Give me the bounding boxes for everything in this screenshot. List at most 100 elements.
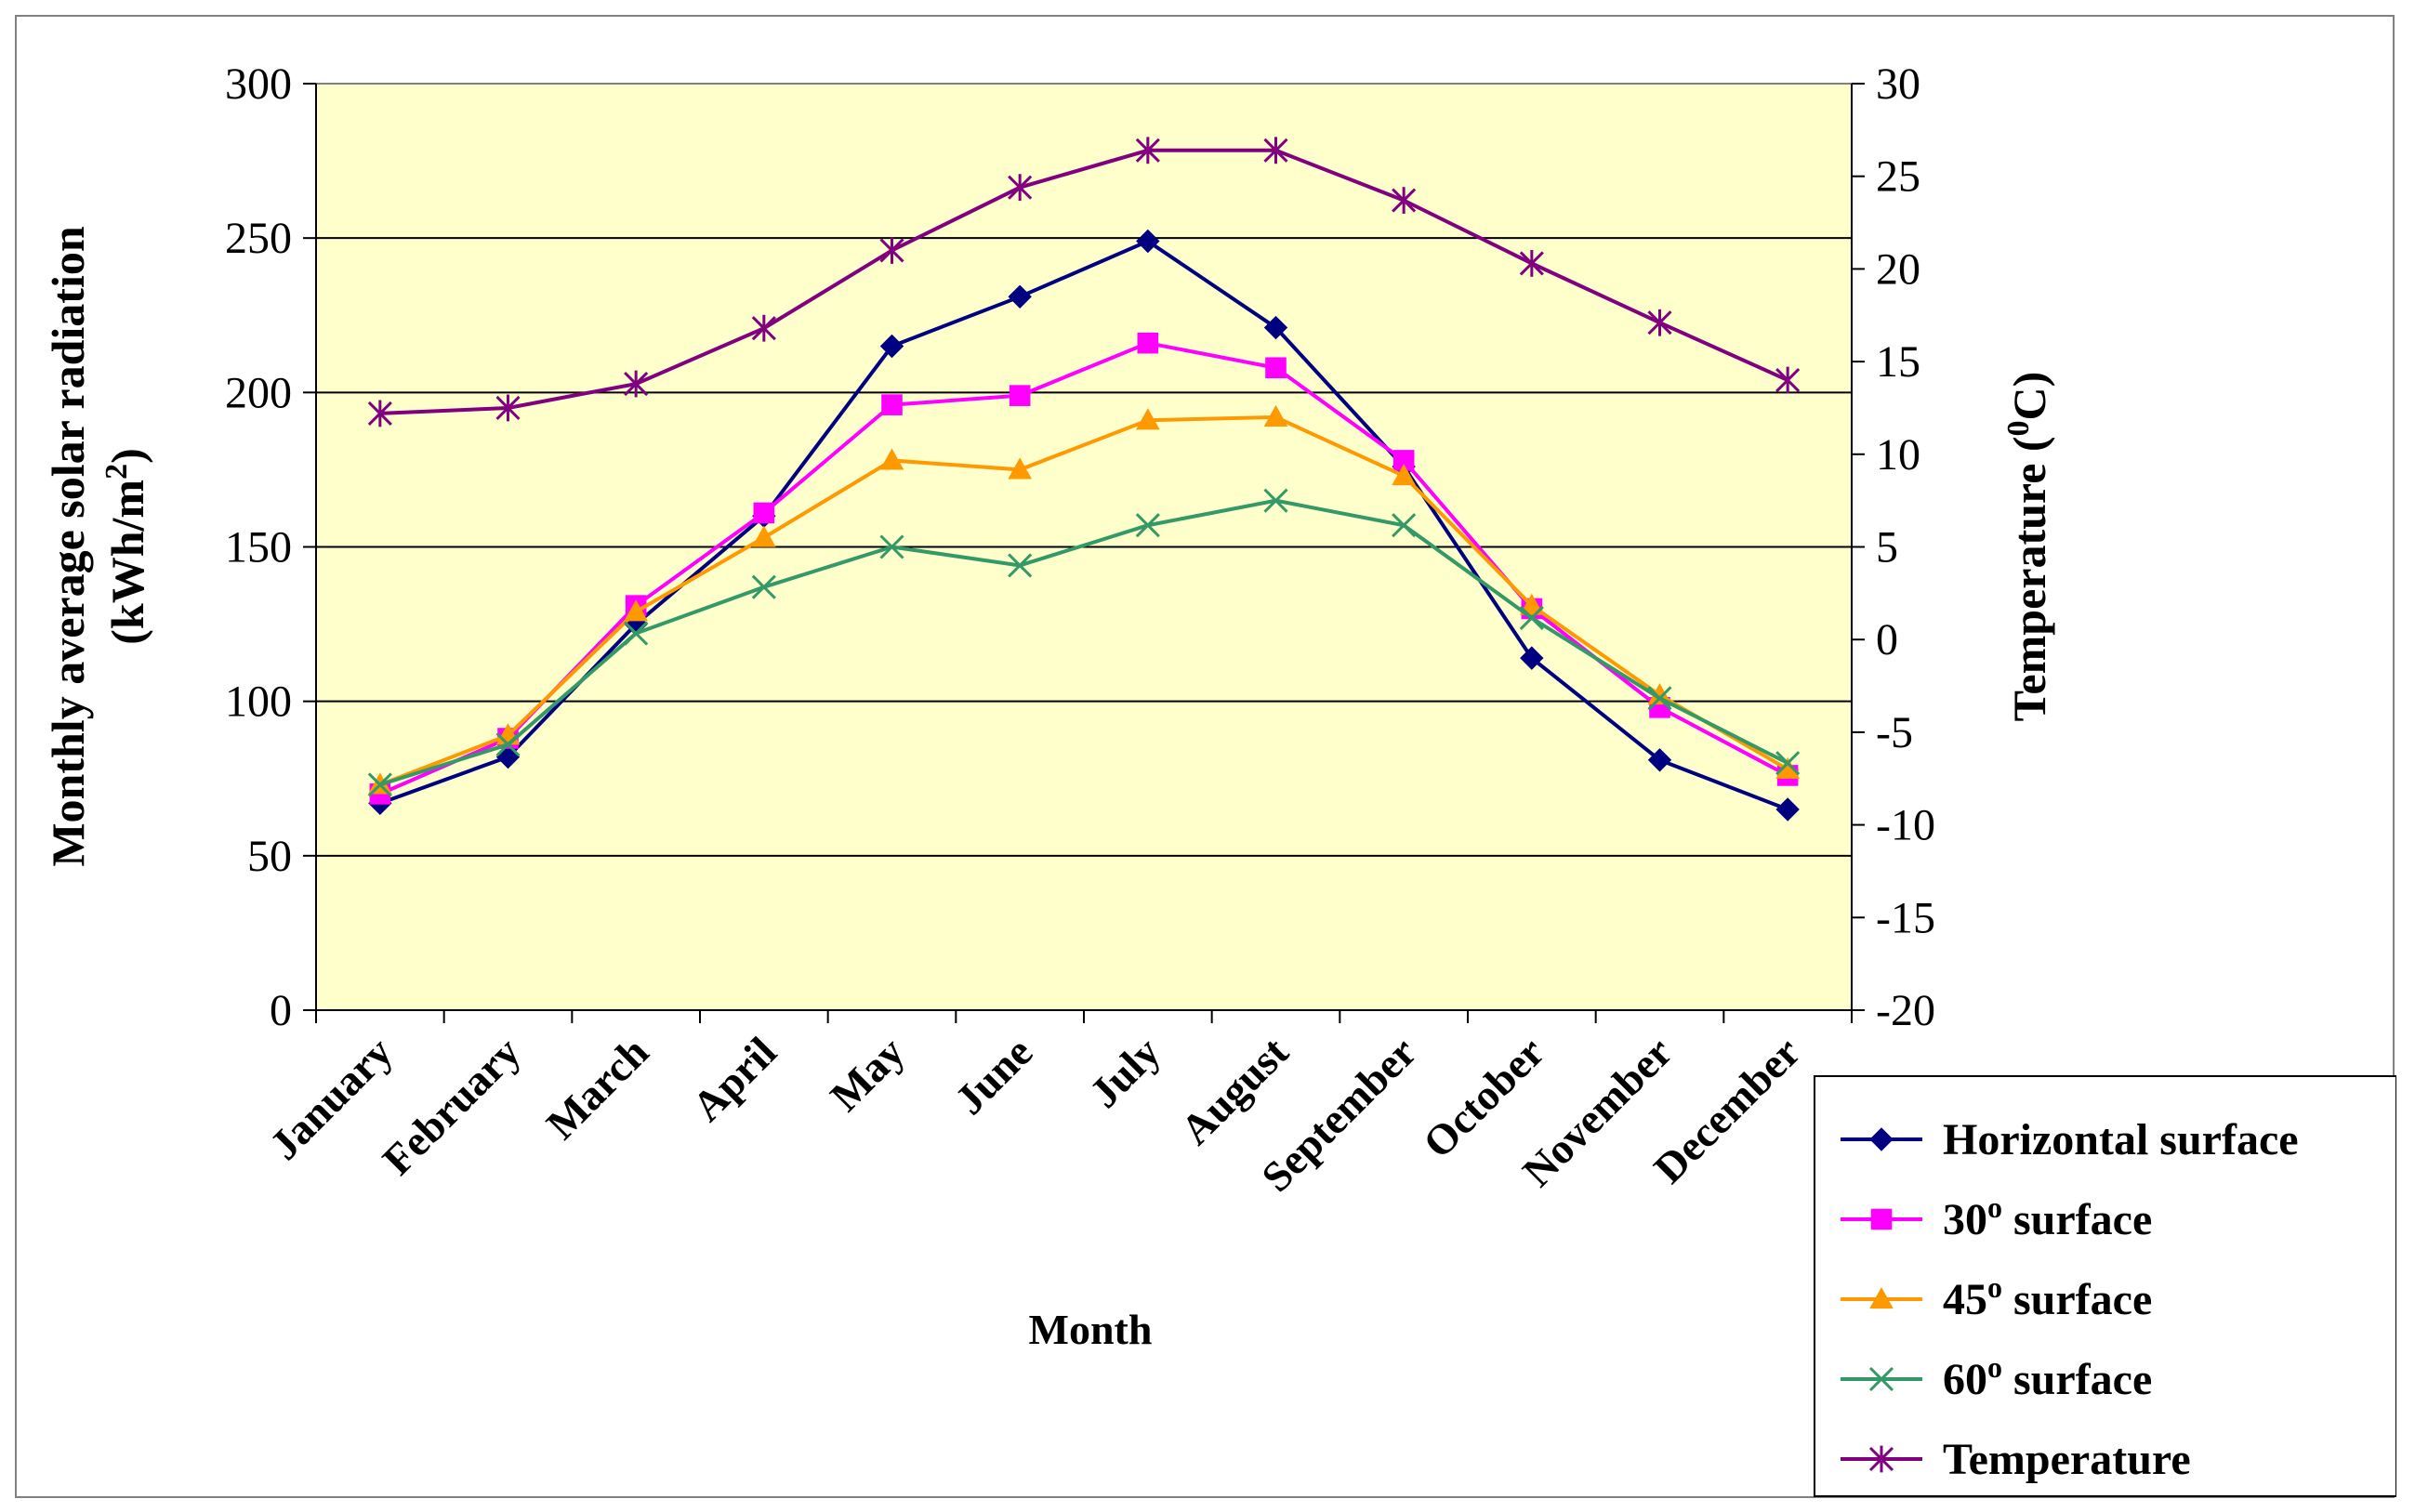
chart-frame: 0 50 100 150 200 250 300 -20 -15 -10 -5 0 5 10 15 20 25…: [15, 15, 2396, 1498]
left-axis-ticks: 0 50 100 150 200 250 300: [225, 59, 316, 1035]
series-line: [379, 148, 1788, 415]
data-point: [1009, 385, 1031, 406]
data-point: [1008, 457, 1033, 480]
x-tick-label: May: [821, 1028, 913, 1120]
data-point-stroke: [1647, 686, 1672, 711]
legend-entry: Temperature: [1841, 1435, 2191, 1484]
data-point: [624, 621, 649, 646]
y-tick-label: 50: [247, 832, 292, 881]
data-point: [1870, 1208, 1893, 1230]
data-point: [367, 400, 392, 427]
gridlines: [316, 237, 1852, 857]
y2-tick-label: 15: [1876, 337, 1920, 387]
data-point: [495, 732, 521, 757]
data-point-stroke: [367, 772, 392, 797]
data-point-stroke: [1263, 488, 1288, 513]
data-point: [1392, 513, 1417, 538]
data-point: [1008, 174, 1033, 202]
legend-entry: 60o surface: [1841, 1350, 2152, 1404]
data-point-stroke: [1775, 751, 1801, 776]
y2-tick-label: 0: [1876, 615, 1898, 664]
data-point: [1137, 332, 1159, 354]
data-point: [1647, 748, 1672, 772]
data-point: [1263, 137, 1288, 164]
y-tick-label: 150: [225, 523, 292, 572]
legend-entry: 30o surface: [1841, 1190, 2152, 1244]
legend-label: Horizontal surface: [1943, 1115, 2299, 1164]
y2-tick-label: -20: [1876, 986, 1935, 1035]
data-point: [1263, 488, 1288, 513]
data-point: [1008, 553, 1033, 578]
series-line: [379, 498, 1789, 787]
data-point: [624, 370, 649, 398]
data-point: [751, 314, 776, 342]
y2-tick-label: 10: [1876, 430, 1920, 480]
data-point: [753, 502, 775, 524]
legend-label: 30o surface: [1943, 1190, 2152, 1244]
y-tick-label: 0: [270, 986, 292, 1035]
data-point: [1008, 284, 1032, 309]
x-tick-label: June: [945, 1028, 1041, 1124]
y-tick-label: 250: [225, 214, 292, 263]
data-point: [1263, 404, 1288, 427]
data-point: [1135, 408, 1160, 430]
data-point: [879, 448, 904, 470]
data-point: [879, 534, 904, 559]
x-tick-label: March: [537, 1028, 657, 1148]
data-point: [1392, 187, 1417, 215]
series-line: [379, 239, 1788, 811]
series-layer: [367, 137, 1801, 822]
series-temperature: [367, 137, 1801, 427]
data-point: [881, 394, 903, 415]
y2-tick-label: -15: [1876, 893, 1935, 942]
data-point-stroke: [879, 534, 904, 559]
y-tick-label: 200: [225, 368, 292, 417]
data-point: [1775, 751, 1801, 776]
series-45o-surface: [367, 404, 1801, 795]
y-axis-title: Monthly average solar radiation: [42, 226, 94, 866]
chart-svg: 0 50 100 150 200 250 300 -20 -15 -10 -5 0 5 10 15 20 25…: [42, 59, 2396, 1497]
data-point: [879, 237, 904, 264]
data-point: [1647, 309, 1672, 336]
data-point: [495, 394, 521, 422]
y2-tick-label: 25: [1876, 152, 1920, 202]
data-point: [751, 525, 776, 547]
data-point: [751, 574, 776, 599]
legend-label: Temperature: [1943, 1435, 2191, 1484]
data-point: [1868, 1445, 1894, 1473]
data-point: [1868, 1366, 1894, 1392]
y2-tick-label: -10: [1876, 801, 1935, 850]
data-point: [1265, 357, 1287, 379]
y-axis-title-units: (kWh/m2): [99, 448, 154, 644]
data-point: [624, 599, 649, 622]
data-point: [1775, 366, 1801, 394]
y2-tick-label: 30: [1876, 59, 1920, 109]
legend: Horizontal surface 30o surface 45o surface…: [1814, 1075, 2396, 1497]
y2-tick-label: 20: [1876, 244, 1920, 294]
x-axis-title: Month: [1029, 1306, 1153, 1353]
series-line: [379, 414, 1789, 787]
data-point: [1869, 1286, 1894, 1309]
x-tick-label: April: [683, 1028, 785, 1130]
series-60o-surface: [367, 488, 1801, 797]
series-line: [379, 341, 1789, 796]
data-point-stroke: [1519, 605, 1544, 630]
data-point: [367, 772, 392, 797]
data-point: [1869, 1127, 1894, 1151]
data-point: [1263, 315, 1288, 340]
data-point: [1519, 250, 1544, 277]
data-point-stroke: [1868, 1366, 1894, 1392]
right-axis-ticks: -20 -15 -10 -5 0 5 10 15 20 25 30: [1852, 59, 1935, 1035]
data-point: [1519, 593, 1544, 615]
data-point: [1135, 513, 1160, 538]
legend-label: 60o surface: [1943, 1350, 2152, 1404]
data-point: [1775, 797, 1800, 822]
data-point: [1520, 646, 1544, 670]
data-point: [879, 334, 904, 359]
x-tick-label: July: [1080, 1028, 1169, 1117]
data-point: [1392, 464, 1417, 486]
legend-entry: 45o surface: [1841, 1270, 2152, 1324]
legend-label: 45o surface: [1943, 1270, 2152, 1324]
data-point-stroke: [624, 621, 649, 646]
